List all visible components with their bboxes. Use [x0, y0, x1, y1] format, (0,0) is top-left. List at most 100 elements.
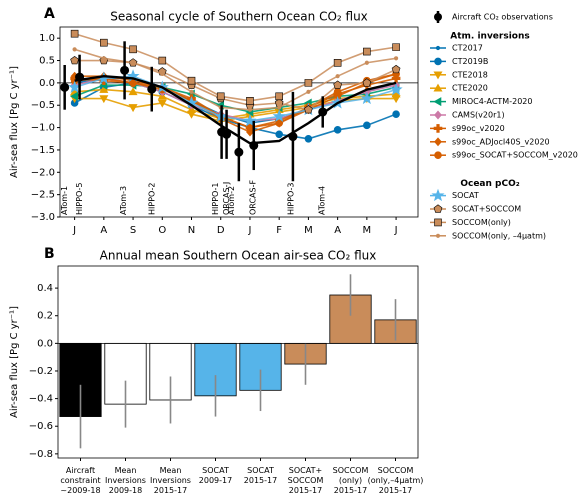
y-tick-label: 0.0 [39, 78, 55, 89]
y-tick-label: −1.5 [31, 145, 55, 156]
marker [362, 78, 372, 87]
series-line [74, 73, 397, 129]
campaign-label: HIPPO-5 [75, 182, 84, 215]
marker [431, 188, 445, 202]
marker [392, 43, 400, 51]
x-tick-line: Aircraft [66, 466, 95, 475]
x-tick-line: SOCAT [247, 466, 274, 475]
marker [243, 114, 257, 127]
legend-label: CTE2018 [452, 70, 488, 79]
x-tick-line: Mean [160, 466, 182, 475]
y-tick-label: −0.6 [29, 421, 53, 432]
observation [120, 65, 130, 75]
x-tick-label: SOCCOM (only,–4μatm) 2015-17 [368, 466, 424, 495]
x-tick-label: N [188, 225, 195, 236]
series-line [74, 82, 397, 140]
y-tick-label: −0.5 [31, 100, 55, 111]
marker [70, 55, 79, 65]
y-axis-label: Air-sea flux [Pg C yr⁻¹] [9, 306, 20, 418]
campaign-label: ORCAS-J [222, 182, 231, 215]
marker [129, 45, 137, 54]
x-tick-label: O [158, 225, 166, 236]
x-tick-label: J [247, 225, 251, 236]
marker [433, 204, 443, 213]
legend-marker [434, 13, 442, 21]
legend-label: SOCAT [452, 191, 479, 200]
marker [363, 47, 371, 56]
x-tick-line: SOCAT+ [289, 466, 322, 475]
marker [101, 56, 106, 61]
observation [75, 72, 85, 82]
legend-label: s99oc_ADJocI40S_v2020 [452, 137, 550, 146]
marker [72, 47, 77, 52]
marker [187, 76, 196, 85]
x-tick-label: Mean Inversions 2009-18 [105, 466, 146, 495]
y-tick-label: −2.0 [31, 167, 55, 178]
series-line [74, 75, 397, 122]
observation [147, 84, 157, 94]
marker [275, 130, 283, 139]
marker [434, 151, 442, 159]
x-tick-line: constraint [60, 476, 100, 485]
x-tick-label: M [363, 225, 372, 236]
observation [288, 132, 298, 142]
x-tick-label: Mean Inversions 2015-17 [150, 466, 191, 495]
x-tick-line: 2009-17 [199, 476, 232, 485]
marker [157, 99, 167, 108]
marker [435, 45, 441, 51]
marker [360, 91, 374, 105]
panel-letter: B [44, 246, 55, 262]
marker [433, 124, 443, 133]
y-tick-label: −0.4 [29, 394, 53, 405]
x-tick-label: S [130, 225, 136, 236]
series-line [74, 73, 397, 133]
legend-label: Aircraft CO₂ observations [452, 13, 553, 22]
marker [275, 119, 283, 127]
legend-label: CTE2020 [452, 84, 488, 93]
x-tick-label: M [304, 225, 313, 236]
campaign-label: ORCAS-F [248, 180, 257, 215]
y-tick-label: 0.2 [37, 311, 53, 322]
observation [249, 140, 259, 150]
marker [247, 107, 253, 112]
x-tick-label: A [334, 225, 341, 236]
axes-frame [59, 26, 419, 218]
x-tick-line: SOCCOM [333, 466, 369, 475]
y-tick-label: 0.0 [37, 338, 53, 349]
marker [393, 56, 399, 61]
campaign-label: ATom-4 [317, 186, 326, 215]
x-tick-label: SOCAT 2009-17 [199, 466, 232, 485]
campaign-label: HIPPO-1 [211, 182, 220, 215]
x-tick-label: SOCCOM (only) 2015-17 [333, 466, 369, 495]
marker [70, 29, 79, 38]
chart-title: Seasonal cycle of Southern Ocean CO₂ flu… [110, 10, 368, 24]
marker [433, 83, 443, 92]
x-tick-line: 2015-17 [244, 476, 277, 485]
marker [272, 109, 286, 122]
marker [277, 105, 282, 110]
x-tick-label: D [217, 225, 225, 236]
marker [128, 104, 138, 113]
marker [160, 71, 165, 77]
observation [318, 107, 328, 117]
marker [99, 84, 109, 93]
marker [130, 60, 136, 65]
observation [222, 129, 232, 139]
y-axis-label: Air-sea flux [Pg C yr⁻¹] [9, 66, 20, 178]
legend-heading: Ocean pCO₂ [460, 179, 519, 189]
x-tick-line: SOCCOM [378, 466, 414, 475]
x-tick-line: 2009-18 [109, 486, 142, 495]
legend-label: s99oc_v2020 [452, 124, 505, 133]
x-tick-label: J [394, 225, 398, 236]
marker [434, 57, 442, 66]
y-tick-label: 0.4 [37, 283, 53, 294]
marker [333, 58, 342, 67]
marker [158, 56, 167, 65]
y-tick-label: −2.5 [31, 190, 55, 201]
marker [189, 89, 194, 94]
marker [435, 233, 441, 238]
campaign-label: ATom-2 [227, 186, 236, 215]
marker [433, 97, 442, 107]
y-tick-label: −1.0 [31, 123, 55, 134]
